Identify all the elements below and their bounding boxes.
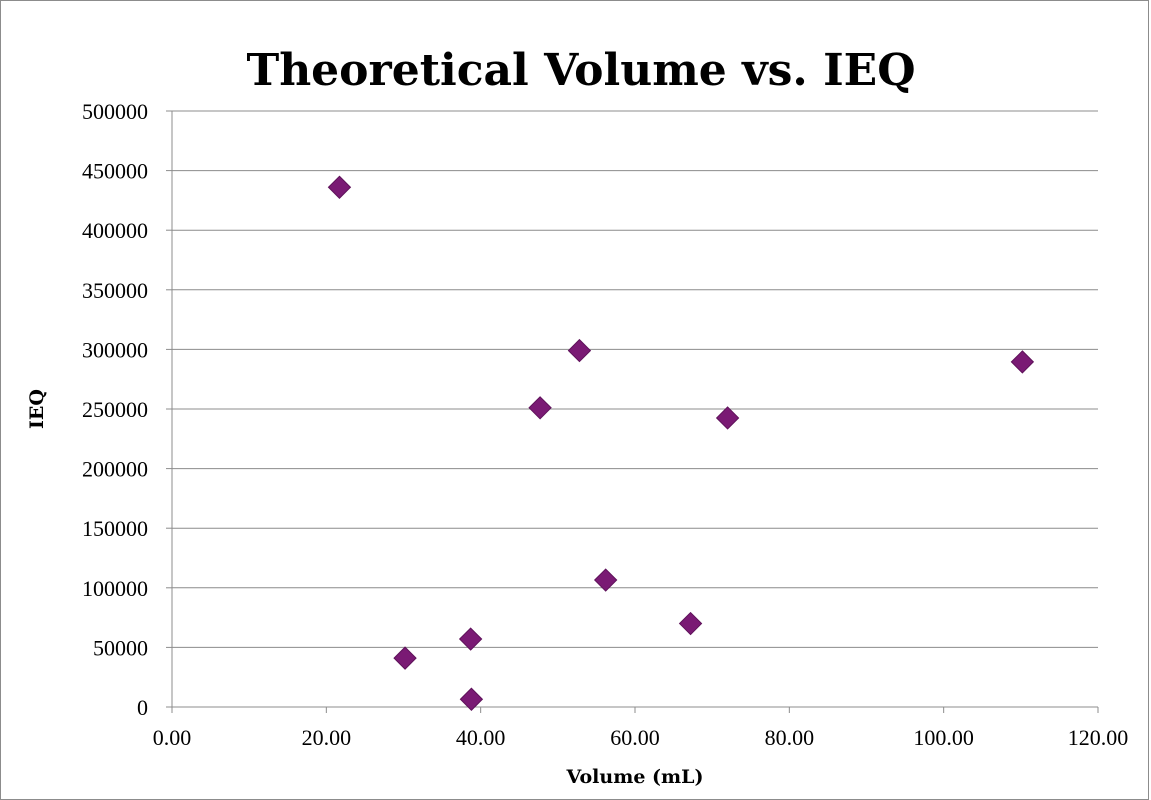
y-tick-label: 450000: [82, 159, 148, 184]
x-tick-label: 20.00: [302, 725, 352, 750]
y-tick-label: 200000: [82, 457, 148, 482]
y-tick-label: 0: [137, 695, 148, 720]
y-tick-label: 400000: [82, 218, 148, 243]
y-tick-label: 250000: [82, 397, 148, 422]
data-point-marker: [528, 396, 552, 420]
y-tick-label: 100000: [82, 576, 148, 601]
x-axis-tick-labels: 0.00 20.00 40.00 60.00 80.00 100.00 120.00: [153, 725, 1129, 750]
data-point-marker: [393, 646, 417, 670]
data-point-marker: [459, 687, 484, 711]
gridlines: [172, 110, 1098, 648]
axes: [166, 110, 1099, 713]
data-point-marker: [567, 338, 592, 363]
y-axis-label: IEQ: [26, 389, 48, 429]
x-tick-label: 0.00: [153, 725, 192, 750]
y-tick-label: 300000: [82, 337, 148, 362]
x-tick-label: 100.00: [913, 725, 974, 750]
x-tick-label: 120.00: [1068, 725, 1129, 750]
data-point-marker: [458, 627, 483, 651]
y-axis-tick-labels: 0 50000 100000 150000 200000 250000 300000 3500…: [82, 99, 148, 720]
data-point-marker: [1010, 350, 1035, 374]
data-points: [327, 175, 1035, 711]
data-point-marker: [678, 611, 703, 636]
x-axis-label: Volume (mL): [566, 766, 704, 788]
x-tick-label: 80.00: [765, 725, 815, 750]
x-tick-label: 40.00: [456, 725, 506, 750]
chart-title: Theoretical Volume vs. IEQ: [246, 45, 915, 96]
y-tick-label: 350000: [82, 278, 148, 303]
y-tick-label: 150000: [82, 516, 148, 541]
data-point-marker: [593, 568, 618, 592]
y-tick-label: 50000: [93, 635, 148, 660]
data-point-marker: [715, 406, 740, 430]
data-point-marker: [327, 175, 352, 199]
x-tick-label: 60.00: [610, 725, 660, 750]
y-tick-label: 500000: [82, 99, 148, 124]
